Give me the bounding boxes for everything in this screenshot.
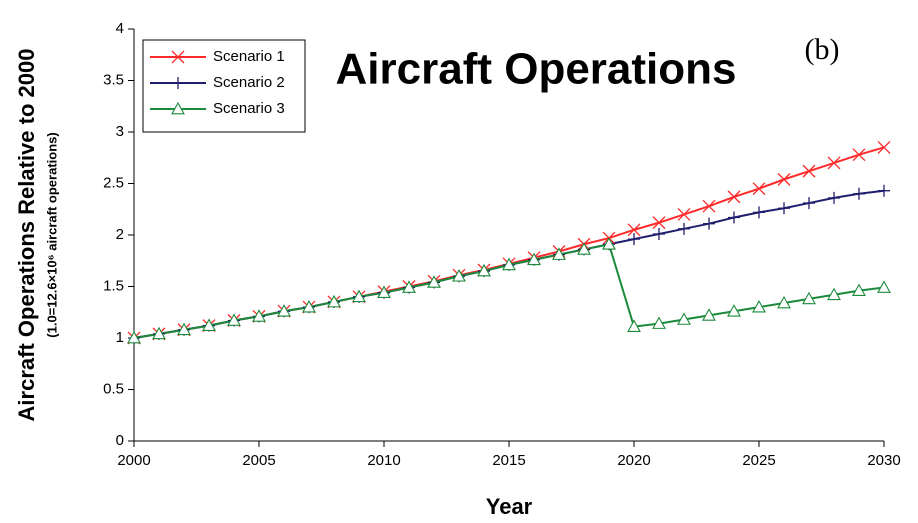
data-point bbox=[852, 148, 866, 162]
data-point bbox=[827, 287, 841, 301]
legend-label: Scenario 2 bbox=[213, 74, 285, 91]
data-point bbox=[627, 223, 641, 237]
data-point bbox=[752, 182, 766, 196]
x-tick-label: 2000 bbox=[117, 452, 150, 469]
y-tick-label: 4 bbox=[116, 20, 124, 37]
chart-title: Aircraft Operations bbox=[336, 45, 737, 94]
data-point bbox=[828, 191, 840, 204]
data-point bbox=[477, 263, 491, 277]
data-point bbox=[702, 308, 716, 321]
data-point bbox=[152, 326, 166, 340]
data-point bbox=[627, 319, 641, 333]
y-tick-label: 1 bbox=[116, 329, 124, 346]
x-tick-label: 2020 bbox=[617, 452, 650, 469]
data-point bbox=[727, 190, 741, 204]
data-point bbox=[728, 211, 740, 224]
x-tick-label: 2025 bbox=[742, 452, 775, 469]
data-point bbox=[827, 156, 841, 170]
data-point bbox=[653, 227, 665, 240]
data-point bbox=[802, 164, 816, 178]
data-point bbox=[452, 269, 466, 282]
y-tick-label: 3.5 bbox=[103, 71, 124, 88]
data-point bbox=[202, 318, 216, 331]
data-point bbox=[602, 237, 616, 250]
y-axis-sublabel: (1.0=12.6×10⁶ aircraft operations) bbox=[44, 132, 59, 337]
y-tick-label: 2 bbox=[116, 226, 124, 243]
data-point bbox=[402, 280, 416, 293]
legend-box bbox=[142, 39, 306, 133]
data-point bbox=[527, 252, 541, 266]
data-point bbox=[302, 299, 316, 313]
data-point bbox=[702, 199, 716, 213]
data-point bbox=[677, 312, 691, 325]
x-tick-label: 2005 bbox=[242, 452, 275, 469]
data-point bbox=[877, 280, 891, 293]
data-point bbox=[803, 197, 815, 210]
annotation: (b) bbox=[805, 33, 840, 66]
data-point bbox=[577, 242, 591, 255]
legend-marker bbox=[171, 101, 185, 115]
legend-marker bbox=[172, 77, 184, 89]
data-point bbox=[677, 207, 691, 221]
legend-label: Scenario 3 bbox=[213, 100, 285, 117]
data-point bbox=[652, 316, 666, 329]
data-point bbox=[852, 283, 866, 296]
data-point bbox=[678, 222, 690, 235]
data-point bbox=[777, 295, 791, 309]
data-point bbox=[753, 206, 765, 219]
legend-label: Scenario 1 bbox=[213, 48, 285, 65]
data-point bbox=[778, 202, 790, 215]
data-point bbox=[877, 140, 891, 154]
data-point bbox=[853, 187, 865, 200]
data-point bbox=[802, 291, 816, 305]
data-point bbox=[252, 309, 266, 322]
x-tick-label: 2030 bbox=[867, 452, 900, 469]
data-point bbox=[628, 233, 640, 246]
x-tick-label: 2015 bbox=[492, 452, 525, 469]
data-point bbox=[752, 299, 766, 313]
series-line bbox=[133, 146, 885, 339]
data-point bbox=[427, 275, 441, 288]
x-tick-label: 2010 bbox=[367, 452, 400, 469]
y-tick-label: 2.5 bbox=[103, 174, 124, 191]
y-tick-label: 3 bbox=[116, 123, 124, 140]
data-point bbox=[552, 247, 566, 260]
data-point bbox=[727, 304, 741, 317]
y-tick-label: 0.5 bbox=[103, 380, 124, 397]
data-point bbox=[352, 289, 366, 303]
y-tick-label: 0 bbox=[116, 432, 124, 449]
data-point bbox=[177, 322, 191, 336]
data-point bbox=[777, 172, 791, 186]
data-point bbox=[227, 313, 241, 326]
y-axis-label: Aircraft Operations Relative to 2000 bbox=[14, 49, 39, 422]
y-tick-label: 1.5 bbox=[103, 277, 124, 294]
data-point bbox=[327, 294, 341, 308]
data-point bbox=[703, 217, 715, 230]
data-point bbox=[502, 257, 516, 271]
data-point bbox=[652, 216, 666, 230]
legend-marker bbox=[171, 50, 185, 64]
data-point bbox=[127, 330, 141, 344]
x-axis-label: Year bbox=[486, 494, 533, 519]
data-point bbox=[377, 285, 391, 299]
data-point bbox=[878, 184, 890, 197]
data-point bbox=[277, 304, 291, 317]
